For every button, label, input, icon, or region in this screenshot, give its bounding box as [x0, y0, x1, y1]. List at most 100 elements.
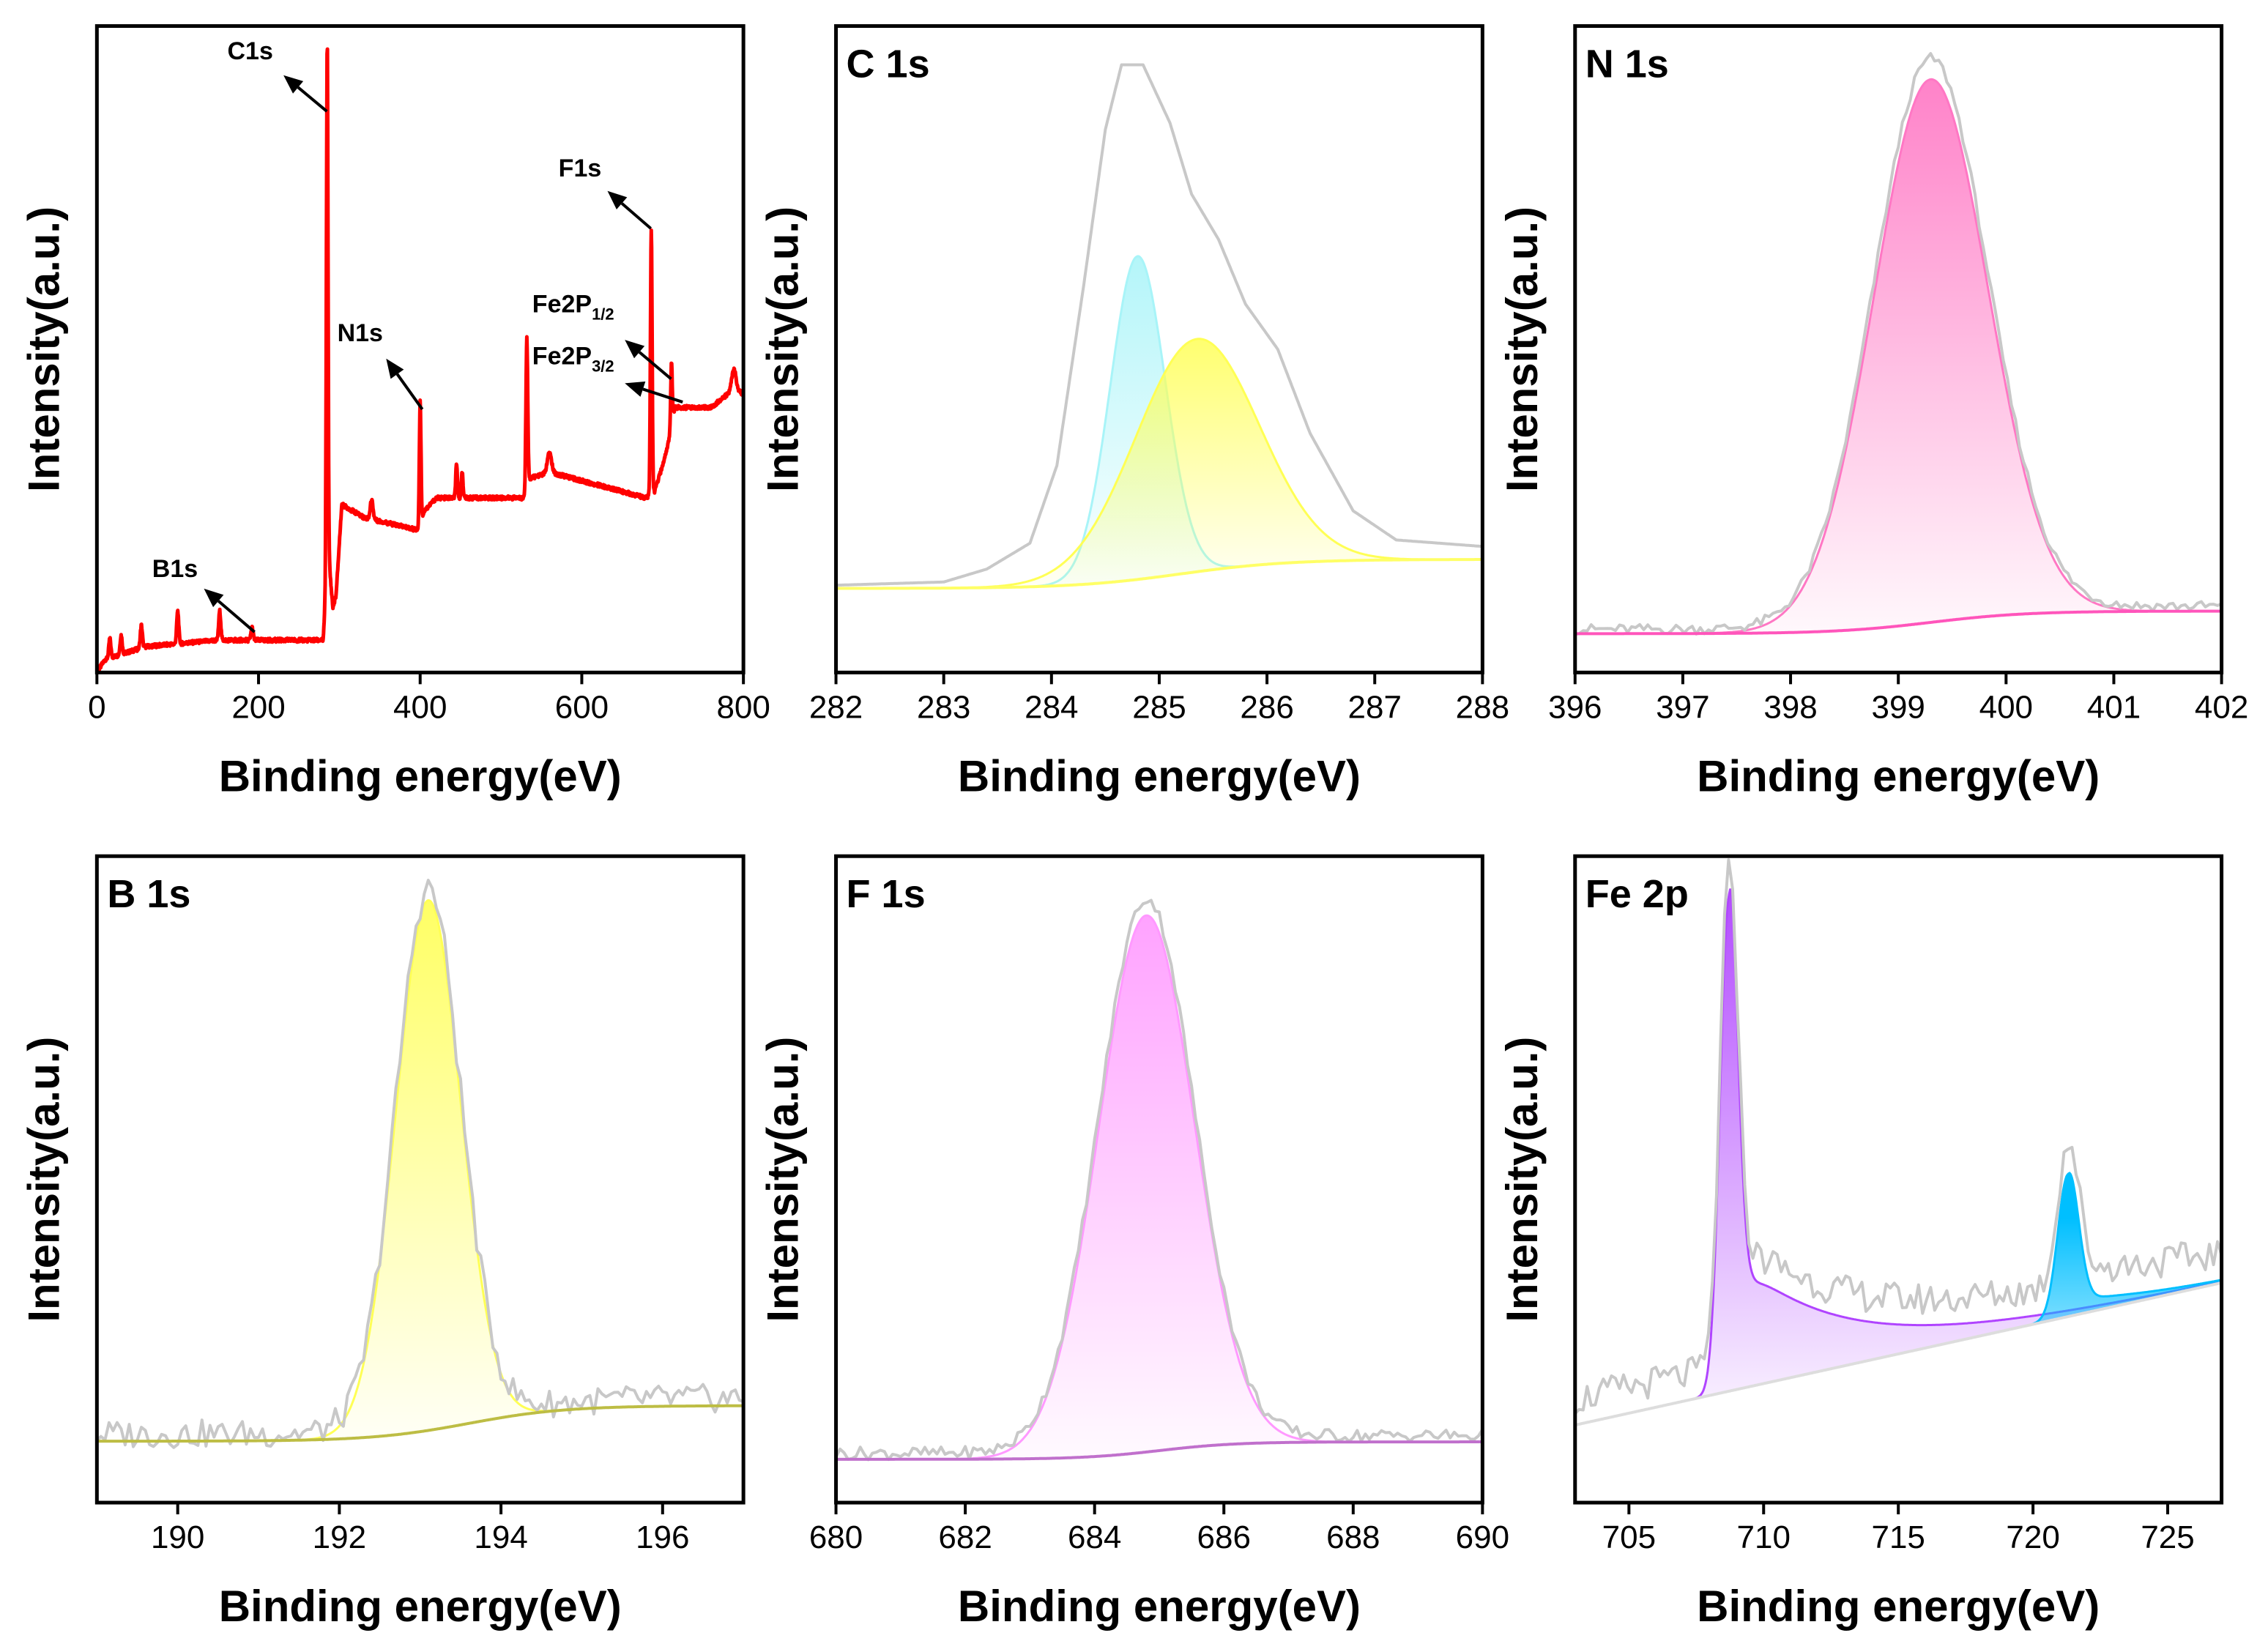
baseline-line	[836, 558, 1483, 590]
y-axis-title: Intensity(a.u.)	[1498, 206, 1547, 492]
plot-area	[836, 898, 1483, 1462]
raw-spectrum-line	[836, 898, 1483, 1462]
fit-peak-fill-0	[1574, 79, 2222, 634]
arrow-line	[217, 600, 256, 633]
y-axis-title: Intensity(a.u.)	[19, 206, 68, 492]
annotation-f1s: F1s	[559, 155, 652, 230]
x-tick-label: 286	[1240, 689, 1293, 725]
x-tick-label: 196	[636, 1519, 689, 1555]
annotation-fe2p-12: Fe2P1/2	[532, 291, 672, 380]
annotation-n1s: N1s	[338, 319, 424, 411]
baseline-line	[1574, 1281, 2222, 1427]
x-tick-label: 688	[1326, 1519, 1380, 1555]
x-tick-label: 0	[88, 689, 105, 725]
raw-spectrum-line	[1574, 52, 2222, 636]
plot-area	[97, 879, 744, 1449]
x-tick-label: 190	[151, 1519, 204, 1555]
annotation-c1s: C1s	[227, 37, 328, 113]
fit-peak-fill-0	[97, 900, 744, 1442]
x-tick-label: 401	[2087, 689, 2141, 725]
arrow-head-icon	[204, 588, 224, 608]
panel-fe2p: Fe 2p 705 710 715 720 725 Binding energy(eV) In…	[1498, 854, 2224, 1631]
arrow-head-icon	[625, 381, 646, 397]
x-tick-label: 287	[1348, 689, 1402, 725]
x-tick-label: 690	[1456, 1519, 1509, 1555]
x-tick-label: 282	[809, 689, 863, 725]
y-axis-title: Intensity(a.u.)	[1498, 1037, 1547, 1322]
raw-spectrum-line	[1574, 858, 2222, 1415]
y-axis-title: Intensity(a.u.)	[759, 206, 808, 492]
arrow-line	[642, 387, 683, 403]
fit-peak-fill-1	[1574, 1173, 2222, 1426]
x-axis-title: Binding energy(eV)	[1697, 1582, 2100, 1631]
x-tick-label: 396	[1548, 689, 1602, 725]
fit-peak-fill-1	[836, 338, 1483, 589]
annotation-b1s: B1s	[152, 555, 256, 633]
annotation-fe2p-32: Fe2P3/2	[532, 343, 683, 403]
x-tick-label: 194	[474, 1519, 527, 1555]
arrow-line	[297, 86, 328, 113]
annotation-label: B1s	[152, 555, 198, 583]
annotation-label: Fe2P3/2	[532, 343, 614, 376]
x-tick-label: 288	[1456, 689, 1509, 725]
panel-survey: C1s N1s F1s Fe2P1/2 Fe2P3/2 B1s 0 200 400 600 800 B…	[19, 24, 770, 800]
x-tick-label: 686	[1197, 1519, 1251, 1555]
plot-frame	[834, 854, 1484, 1505]
x-axis-title: Binding energy(eV)	[219, 1582, 622, 1631]
panel-title: C 1s	[847, 42, 930, 86]
x-tick-label: 192	[313, 1519, 366, 1555]
plot-frame	[1573, 854, 2224, 1505]
x-tick-label: 400	[393, 689, 447, 725]
panel-f1s: F 1s 680 682 684 686 688 690 Binding energy(eV)…	[759, 854, 1509, 1631]
x-tick-label: 725	[2141, 1519, 2194, 1555]
x-tick-label: 200	[231, 689, 285, 725]
x-tick-label: 684	[1068, 1519, 1121, 1555]
x-tick-label: 600	[555, 689, 609, 725]
arrow-head-icon	[283, 75, 304, 94]
panel-b1s: B 1s 190 192 194 196 Binding energy(eV) Intens…	[19, 854, 746, 1631]
x-tick-label: 284	[1025, 689, 1078, 725]
x-axis-title: Binding energy(eV)	[958, 751, 1361, 800]
x-axis-title: Binding energy(eV)	[219, 751, 622, 800]
arrow-head-icon	[625, 340, 645, 359]
plot-area	[1574, 52, 2222, 636]
plot-frame	[94, 854, 746, 1505]
raw-spectrum-line	[836, 63, 1483, 587]
arrow-line	[620, 202, 652, 230]
x-tick-label: 710	[1737, 1519, 1791, 1555]
x-tick-label: 402	[2195, 689, 2248, 725]
panel-title: F 1s	[847, 872, 926, 916]
annotation-label: N1s	[338, 319, 383, 347]
plot-area	[836, 63, 1483, 590]
x-tick-label: 720	[2006, 1519, 2059, 1555]
x-tick-label: 283	[917, 689, 970, 725]
arrow-head-icon	[386, 358, 404, 379]
panel-n1s: N 1s 396 397 398 399 400 401 402 Binding energy(…	[1498, 24, 2248, 800]
annotation-label: Fe2P1/2	[532, 291, 614, 324]
plot-area	[97, 47, 744, 673]
x-tick-label: 285	[1132, 689, 1186, 725]
raw-spectrum-line	[97, 879, 744, 1449]
baseline-line	[97, 1404, 744, 1443]
panel-c1s: C 1s 282 283 284 285 286 287 288 Binding energy(…	[759, 24, 1509, 800]
x-tick-label: 800	[716, 689, 770, 725]
panel-title: Fe 2p	[1585, 872, 1689, 916]
x-tick-label: 400	[1979, 689, 2033, 725]
x-tick-label: 680	[809, 1519, 863, 1555]
fit-peak-fill-0	[1574, 888, 2222, 1426]
y-axis-title: Intensity(a.u.)	[759, 1037, 808, 1322]
y-axis-title: Intensity(a.u.)	[19, 1037, 68, 1322]
baseline-line	[836, 1440, 1483, 1461]
survey-spectrum-line	[97, 47, 744, 673]
fit-peak-fill-0	[836, 915, 1483, 1459]
panel-title: N 1s	[1585, 42, 1669, 86]
panel-title: B 1s	[107, 872, 190, 916]
baseline-line	[1574, 609, 2222, 636]
annotation-label: C1s	[227, 37, 272, 65]
x-tick-label: 682	[938, 1519, 992, 1555]
x-axis-title: Binding energy(eV)	[958, 1582, 1361, 1631]
arrow-head-icon	[607, 190, 628, 210]
x-tick-label: 705	[1602, 1519, 1656, 1555]
x-tick-label: 715	[1871, 1519, 1925, 1555]
